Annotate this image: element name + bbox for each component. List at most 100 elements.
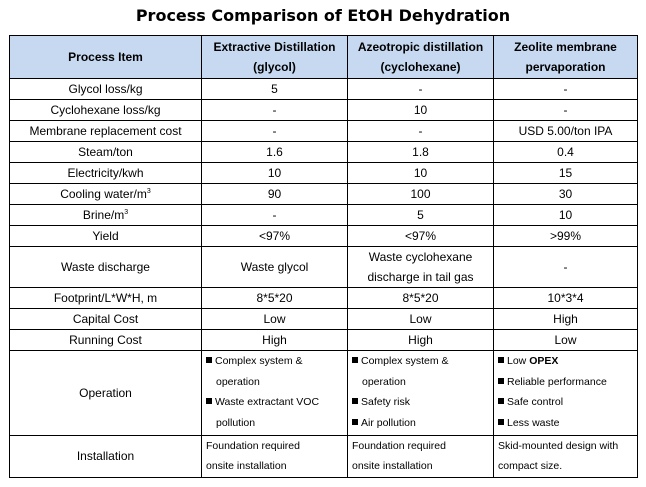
square-bullet-icon xyxy=(206,357,212,363)
row-label: Operation xyxy=(9,350,202,436)
cell-line: onsite installation xyxy=(206,460,287,472)
cell-line: onsite installation xyxy=(352,460,433,472)
row-label: Membrane replacement cost xyxy=(9,120,202,142)
row-label-text: Cooling water/m xyxy=(60,186,147,201)
cell-zeolite: Skid-mounted design with compact size. xyxy=(493,435,638,478)
cell-extractive: 90 xyxy=(201,183,348,205)
header-col3-line2: pervaporation xyxy=(525,60,606,74)
table-row-capital-cost: Capital Cost Low Low High xyxy=(9,308,638,330)
cell-zeolite: USD 5.00/ton IPA xyxy=(493,120,638,142)
list-item: Reliable performance xyxy=(498,372,633,393)
header-col2-line1: Azeotropic distillation xyxy=(357,40,484,54)
cell-azeotropic: 8*5*20 xyxy=(347,287,494,309)
cell-zeolite: 10 xyxy=(493,204,638,226)
table-row-brine: Brine/m3 - 5 10 xyxy=(9,204,638,226)
row-label: Steam/ton xyxy=(9,141,202,163)
cell-azeotropic: High xyxy=(347,329,494,351)
cell-azeotropic: <97% xyxy=(347,225,494,247)
table-row-glycol-loss: Glycol loss/kg 5 - - xyxy=(9,78,638,100)
table-row-steam: Steam/ton 1.6 1.8 0.4 xyxy=(9,141,638,163)
cell-line: Foundation required xyxy=(352,440,446,452)
header-col3-line1: Zeolite membrane xyxy=(514,40,617,54)
cell-zeolite: - xyxy=(493,246,638,288)
cell-extractive: - xyxy=(201,204,348,226)
row-label: Capital Cost xyxy=(9,308,202,330)
table-row-installation: Installation Foundation required onsite … xyxy=(9,435,638,478)
cell-azeotropic: Foundation required onsite installation xyxy=(347,435,494,478)
row-label: Running Cost xyxy=(9,329,202,351)
cell-azeotropic: Complex system & operation Safety risk A… xyxy=(347,350,494,436)
square-bullet-icon xyxy=(352,357,358,363)
cell-extractive: Low xyxy=(201,308,348,330)
table-row-membrane-cost: Membrane replacement cost - - USD 5.00/t… xyxy=(9,120,638,142)
cell-extractive: <97% xyxy=(201,225,348,247)
list-item: Low OPEX xyxy=(498,351,633,372)
list-item-continuation: operation xyxy=(362,375,406,388)
cell-zeolite: Low OPEX Reliable performance Safe contr… xyxy=(493,350,638,436)
list-item-continuation: pollution xyxy=(216,416,256,429)
table-row-operation: Operation Complex system & operation Was… xyxy=(9,350,638,436)
cell-line: Foundation required xyxy=(206,440,300,452)
row-label: Brine/m3 xyxy=(9,204,202,226)
header-process-item: Process Item xyxy=(9,35,202,79)
cell-extractive: 1.6 xyxy=(201,141,348,163)
cell-extractive: Foundation required onsite installation xyxy=(201,435,348,478)
cell-azeotropic: Waste cyclohexane discharge in tail gas xyxy=(347,246,494,288)
list-item: Complex system & xyxy=(352,351,489,372)
row-label: Glycol loss/kg xyxy=(9,78,202,100)
table-row-footprint: Footprint/L*W*H, m 8*5*20 8*5*20 10*3*4 xyxy=(9,287,638,309)
cell-zeolite: 10*3*4 xyxy=(493,287,638,309)
unit-superscript: 3 xyxy=(124,208,129,216)
row-label: Yield xyxy=(9,225,202,247)
cell-line: Waste cyclohexane xyxy=(368,250,473,264)
cell-azeotropic: 100 xyxy=(347,183,494,205)
square-bullet-icon xyxy=(352,398,358,404)
cell-zeolite: Low xyxy=(493,329,638,351)
square-bullet-icon xyxy=(206,398,212,404)
list-item: Less waste xyxy=(498,413,633,434)
row-label: Cyclohexane loss/kg xyxy=(9,99,202,121)
cell-zeolite: 30 xyxy=(493,183,638,205)
list-item: Air pollution xyxy=(352,413,489,434)
cell-extractive: - xyxy=(201,99,348,121)
square-bullet-icon xyxy=(498,357,504,363)
page-title: Process Comparison of EtOH Dehydration xyxy=(135,6,511,25)
cell-zeolite: - xyxy=(493,78,638,100)
header-col2-line2: (cyclohexane) xyxy=(380,60,461,74)
cell-line: Skid-mounted design with xyxy=(498,440,619,452)
header-col1-line2: (glycol) xyxy=(253,60,296,74)
list-item: Safe control xyxy=(498,392,633,413)
cell-extractive: High xyxy=(201,329,348,351)
square-bullet-icon xyxy=(498,377,504,384)
cell-zeolite: 0.4 xyxy=(493,141,638,163)
cell-zeolite: High xyxy=(493,308,638,330)
cell-azeotropic: - xyxy=(347,78,494,100)
row-label-text: Brine/m xyxy=(82,207,125,222)
row-label: Installation xyxy=(9,435,202,478)
list-item-continuation: operation xyxy=(216,375,260,388)
row-label: Waste discharge xyxy=(9,246,202,288)
table-row-cooling-water: Cooling water/m3 90 100 30 xyxy=(9,183,638,205)
table-row-electricity: Electricity/kwh 10 10 15 xyxy=(9,162,638,184)
cell-extractive: Waste glycol xyxy=(201,246,348,288)
table-row-waste-discharge: Waste discharge Waste glycol Waste cyclo… xyxy=(9,246,638,288)
unit-superscript: 3 xyxy=(146,187,151,195)
square-bullet-icon xyxy=(352,418,358,425)
cell-zeolite: 15 xyxy=(493,162,638,184)
row-label: Cooling water/m3 xyxy=(9,183,202,205)
cell-azeotropic: 10 xyxy=(347,99,494,121)
cell-azeotropic: 5 xyxy=(347,204,494,226)
cell-azeotropic: - xyxy=(347,120,494,142)
cell-azeotropic: 10 xyxy=(347,162,494,184)
cell-extractive: Complex system & operation Waste extract… xyxy=(201,350,348,436)
header-azeotropic-distillation: Azeotropic distillation (cyclohexane) xyxy=(347,35,494,79)
header-row: Process Item Extractive Distillation (gl… xyxy=(9,35,638,79)
cell-extractive: 5 xyxy=(201,78,348,100)
cell-line: discharge in tail gas xyxy=(367,270,474,284)
cell-line: compact size. xyxy=(498,460,563,472)
cell-azeotropic: 1.8 xyxy=(347,141,494,163)
header-extractive-distillation: Extractive Distillation (glycol) xyxy=(201,35,348,79)
list-item: Complex system & xyxy=(206,351,343,372)
cell-azeotropic: Low xyxy=(347,308,494,330)
cell-extractive: 8*5*20 xyxy=(201,287,348,309)
